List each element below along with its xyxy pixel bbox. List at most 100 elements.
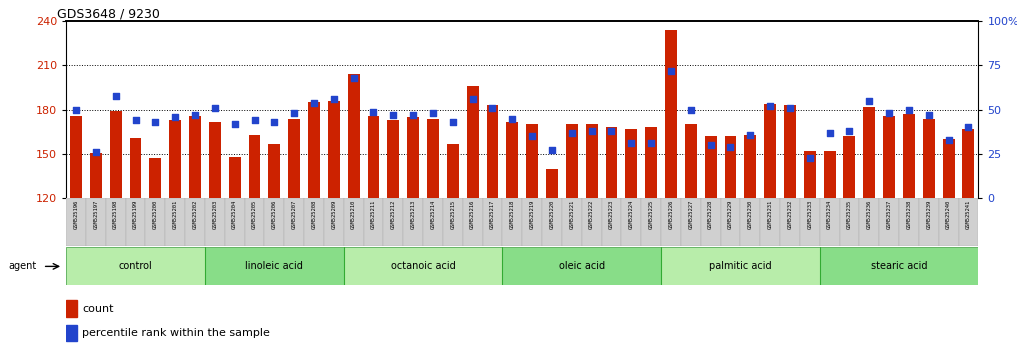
- Text: GSM525210: GSM525210: [351, 200, 356, 229]
- Bar: [684, 125, 697, 198]
- Bar: [344, 198, 364, 246]
- Point: [187, 112, 203, 118]
- Bar: [367, 116, 379, 198]
- Text: GSM525227: GSM525227: [689, 200, 694, 229]
- Point: [127, 118, 143, 123]
- Bar: [189, 116, 201, 198]
- Text: control: control: [119, 261, 153, 271]
- Bar: [939, 198, 958, 246]
- Point: [722, 144, 738, 150]
- Text: GSM525198: GSM525198: [113, 200, 118, 229]
- Text: GSM525240: GSM525240: [946, 200, 951, 229]
- Point: [484, 105, 500, 111]
- Point: [405, 112, 421, 118]
- Bar: [502, 198, 523, 246]
- Text: GSM525207: GSM525207: [292, 200, 297, 229]
- Bar: [843, 136, 855, 198]
- Bar: [66, 198, 85, 246]
- Point: [266, 119, 283, 125]
- Point: [385, 112, 402, 118]
- Text: GSM525235: GSM525235: [847, 200, 852, 229]
- Text: GSM525231: GSM525231: [768, 200, 773, 229]
- Point: [782, 105, 798, 111]
- Bar: [264, 198, 285, 246]
- Text: octanoic acid: octanoic acid: [391, 261, 456, 271]
- Bar: [66, 325, 77, 341]
- Bar: [248, 135, 260, 198]
- Text: GSM525199: GSM525199: [133, 200, 138, 229]
- Bar: [467, 86, 479, 198]
- Text: GSM525217: GSM525217: [490, 200, 495, 229]
- Text: GSM525219: GSM525219: [530, 200, 535, 229]
- Text: GSM525234: GSM525234: [827, 200, 832, 229]
- Bar: [506, 121, 519, 198]
- Text: count: count: [82, 303, 114, 314]
- Text: GSM525222: GSM525222: [589, 200, 594, 229]
- Text: GSM525208: GSM525208: [311, 200, 316, 229]
- Text: percentile rank within the sample: percentile rank within the sample: [82, 328, 271, 338]
- Point: [365, 109, 381, 114]
- Point: [861, 98, 878, 104]
- Text: GSM525233: GSM525233: [807, 200, 813, 229]
- Bar: [66, 247, 205, 285]
- Point: [960, 125, 976, 130]
- Bar: [205, 247, 344, 285]
- Point: [822, 130, 838, 136]
- Bar: [705, 136, 717, 198]
- Bar: [824, 151, 836, 198]
- Point: [623, 141, 640, 146]
- Text: GSM525224: GSM525224: [629, 200, 634, 229]
- Text: GSM525216: GSM525216: [470, 200, 475, 229]
- Bar: [962, 129, 974, 198]
- Bar: [602, 198, 621, 246]
- Bar: [899, 198, 919, 246]
- Bar: [427, 119, 439, 198]
- Bar: [526, 125, 538, 198]
- Bar: [565, 125, 578, 198]
- Bar: [145, 198, 165, 246]
- Text: GSM525200: GSM525200: [153, 200, 158, 229]
- Bar: [561, 198, 582, 246]
- Point: [68, 107, 84, 113]
- Text: GSM525211: GSM525211: [371, 200, 376, 229]
- Bar: [70, 116, 82, 198]
- Point: [425, 110, 441, 116]
- Bar: [701, 198, 720, 246]
- Text: GSM525225: GSM525225: [649, 200, 654, 229]
- Bar: [586, 125, 598, 198]
- Text: GSM525223: GSM525223: [609, 200, 614, 229]
- Point: [881, 110, 897, 116]
- Bar: [165, 198, 185, 246]
- Bar: [803, 151, 816, 198]
- Bar: [268, 144, 281, 198]
- Bar: [784, 105, 796, 198]
- Bar: [225, 198, 245, 246]
- Bar: [463, 198, 483, 246]
- Text: GSM525220: GSM525220: [549, 200, 554, 229]
- Bar: [859, 198, 879, 246]
- Point: [108, 93, 124, 98]
- Bar: [205, 198, 225, 246]
- Bar: [681, 198, 701, 246]
- Point: [742, 132, 759, 137]
- Bar: [86, 198, 106, 246]
- Bar: [502, 247, 661, 285]
- Bar: [126, 198, 145, 246]
- Bar: [344, 247, 502, 285]
- Bar: [903, 114, 915, 198]
- Point: [941, 137, 957, 143]
- Bar: [110, 111, 122, 198]
- Point: [286, 110, 302, 116]
- Bar: [761, 198, 780, 246]
- Text: linoleic acid: linoleic acid: [245, 261, 303, 271]
- Bar: [327, 101, 340, 198]
- Text: GSM525197: GSM525197: [94, 200, 99, 229]
- Bar: [661, 247, 820, 285]
- Bar: [446, 144, 459, 198]
- Bar: [879, 198, 899, 246]
- Bar: [288, 119, 300, 198]
- Point: [325, 96, 342, 102]
- Bar: [169, 120, 181, 198]
- Point: [603, 128, 619, 134]
- Bar: [443, 198, 463, 246]
